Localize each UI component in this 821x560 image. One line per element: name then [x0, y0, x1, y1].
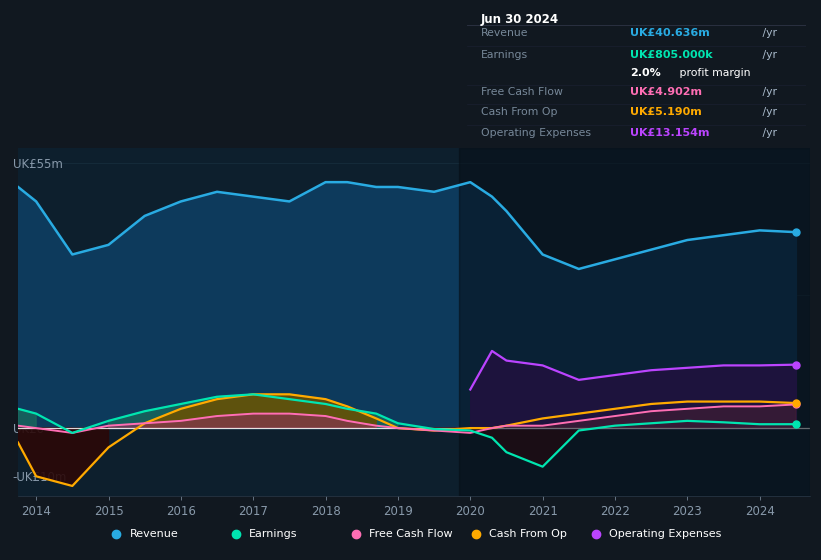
- Text: UK£13.154m: UK£13.154m: [630, 128, 709, 138]
- Text: Free Cash Flow: Free Cash Flow: [369, 529, 453, 539]
- Text: /yr: /yr: [759, 108, 777, 117]
- Text: Earnings: Earnings: [250, 529, 298, 539]
- Text: Cash From Op: Cash From Op: [489, 529, 567, 539]
- Text: /yr: /yr: [759, 50, 777, 60]
- Text: Jun 30 2024: Jun 30 2024: [481, 13, 559, 26]
- Text: Cash From Op: Cash From Op: [481, 108, 557, 117]
- Text: /yr: /yr: [759, 128, 777, 138]
- Text: UK£5.190m: UK£5.190m: [630, 108, 702, 117]
- Text: 2.0%: 2.0%: [630, 68, 661, 78]
- Text: UK£40.636m: UK£40.636m: [630, 28, 709, 38]
- Text: Revenue: Revenue: [481, 28, 528, 38]
- Text: /yr: /yr: [759, 87, 777, 97]
- Text: /yr: /yr: [759, 28, 777, 38]
- Text: profit margin: profit margin: [676, 68, 750, 78]
- Bar: [460, 148, 810, 496]
- Text: Free Cash Flow: Free Cash Flow: [481, 87, 562, 97]
- Text: Operating Expenses: Operating Expenses: [609, 529, 722, 539]
- Text: Revenue: Revenue: [130, 529, 178, 539]
- Text: UK£805.000k: UK£805.000k: [630, 50, 713, 60]
- Text: Operating Expenses: Operating Expenses: [481, 128, 591, 138]
- Text: Earnings: Earnings: [481, 50, 528, 60]
- Text: UK£4.902m: UK£4.902m: [630, 87, 702, 97]
